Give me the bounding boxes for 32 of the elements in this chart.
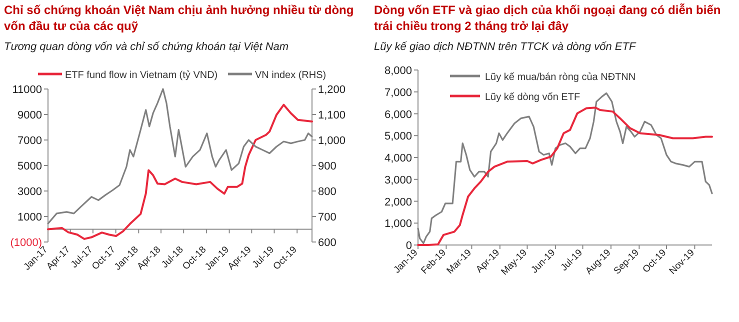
y-tick-label: (1000) xyxy=(10,237,42,249)
y-tick-label: 1,000 xyxy=(384,218,412,230)
y-tick-label: 5,000 xyxy=(384,130,412,143)
y2-tick-label: 1,100 xyxy=(318,110,346,122)
y-tick-label: 2,000 xyxy=(384,196,412,208)
legend-label: VN index (RHS) xyxy=(255,70,326,81)
y2-tick-label: 800 xyxy=(318,186,336,198)
legend-label: Lũy kế mua/bán ròng của NĐTNN xyxy=(485,72,636,83)
y-tick-label: 6,000 xyxy=(384,108,412,121)
y2-tick-label: 1,000 xyxy=(318,135,346,147)
y-tick-label: 0 xyxy=(406,240,412,252)
y-tick-label: 1000 xyxy=(18,212,42,224)
line-series xyxy=(47,104,313,240)
legend-label: ETF fund flow in Vietnam (tỷ VND) xyxy=(65,70,218,81)
y-tick-label: 7000 xyxy=(18,135,42,147)
y-tick-label: 5000 xyxy=(18,160,42,172)
chart-title: Chỉ số chứng khoán Việt Nam chịu ảnh hưởng nhiều từ dòng vốn đầu tư của các quỹ xyxy=(4,3,354,33)
y2-tick-label: 700 xyxy=(318,212,336,224)
y2-tick-label: 1,200 xyxy=(318,84,346,96)
y-tick-label: 8,000 xyxy=(384,65,412,77)
chart-title: Dòng vốn ETF và giao dịch của khối ngoại đang có diễn biến trái chiều trong 2 tháng trở lại đây xyxy=(374,3,721,33)
y-tick-label: 4,000 xyxy=(384,152,412,164)
y2-tick-label: 600 xyxy=(318,237,336,249)
chart-subtitle: Tương quan dòng vốn và chỉ số chứng khoán tại Việt Nam xyxy=(4,41,289,53)
y-tick-label: 3000 xyxy=(18,186,42,198)
y-tick-label: 7,000 xyxy=(384,86,412,99)
y-tick-label: 3,000 xyxy=(384,174,412,186)
y2-tick-label: 900 xyxy=(318,160,336,172)
chart-subtitle: Lũy kế giao dịch NĐTNN trên TTCK và dòng vốn ETF xyxy=(374,41,637,53)
legend-label: Lũy kế dòng vốn ETF xyxy=(485,92,580,103)
y-tick-label: 9000 xyxy=(18,110,42,122)
y-tick-label: 11000 xyxy=(12,84,42,96)
